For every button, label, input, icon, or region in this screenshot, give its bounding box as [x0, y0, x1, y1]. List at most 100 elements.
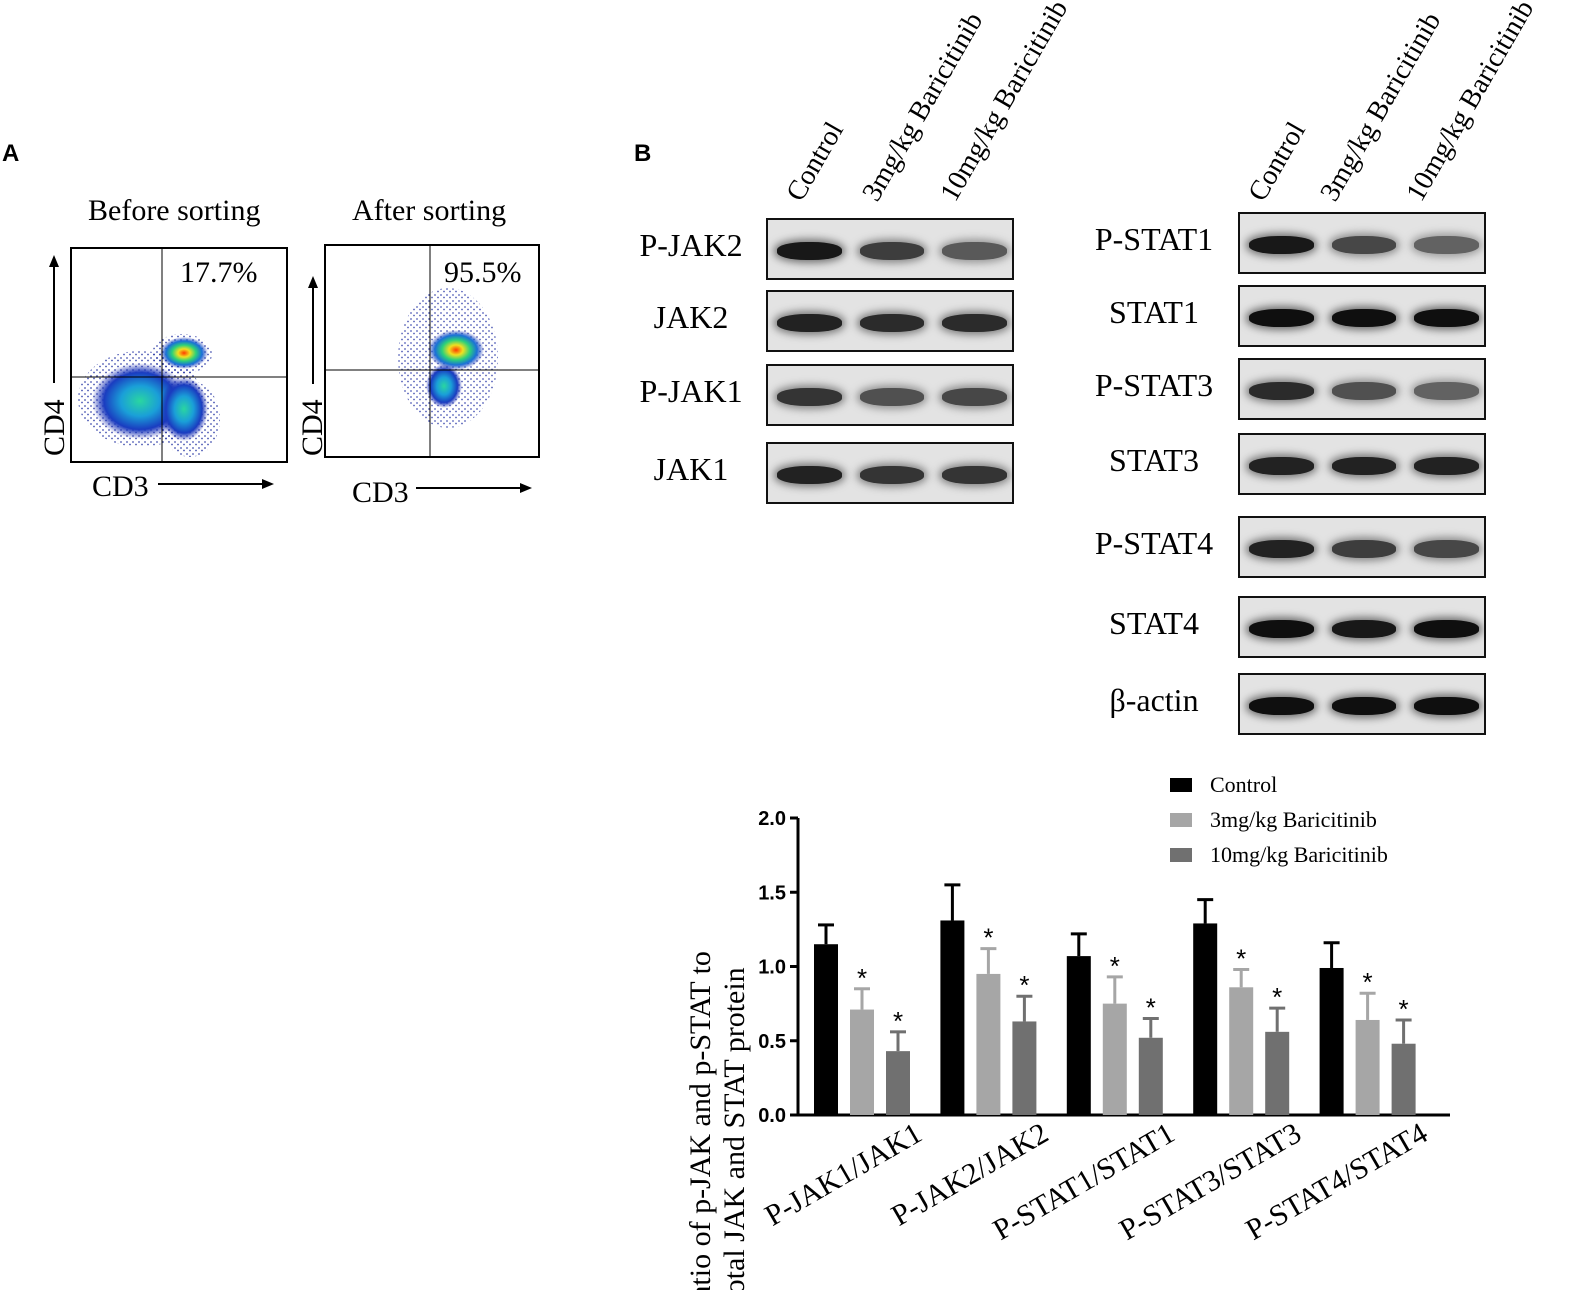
blot-band-right-p-stat3-lane-2: [1331, 382, 1397, 400]
lane-label-left-control: Control: [780, 116, 850, 207]
bar-p-stat4-stat4-3mg-kg-baricitinib: [1355, 1019, 1380, 1115]
blot-strip-right-p-stat3: [1238, 358, 1486, 420]
bar-p-stat4-stat4-10mg-kg-baricitinib: [1391, 1043, 1416, 1115]
blot-band-right-p-stat1-lane-3: [1414, 236, 1479, 254]
blot-strip-right-stat4: [1238, 596, 1486, 658]
legend-swatch-10mg-kg-baricitinib: [1170, 848, 1192, 862]
blot-band-right-actin-lane-2: [1331, 697, 1397, 715]
legend-swatch-3mg-kg-baricitinib: [1170, 813, 1192, 827]
chart-y-tick-label: 1.5: [758, 882, 786, 904]
legend-label-control: Control: [1210, 772, 1277, 797]
before-y-arrow: [49, 255, 59, 383]
after-sorting-title: After sorting: [352, 194, 507, 227]
lane-label-right-control: Control: [1242, 116, 1312, 207]
significance-star-p-stat4-stat4-3mg-kg-baricitinib: *: [1363, 967, 1373, 997]
after-y-arrow: [308, 276, 318, 384]
blot-band-right-stat3-lane-3: [1414, 457, 1479, 475]
bar-p-jak2-jak2-10mg-kg-baricitinib: [1012, 1021, 1037, 1115]
chart-y-tick-label: 0.5: [758, 1031, 786, 1053]
after-y-axis-label: CD4: [296, 399, 329, 456]
before-sorting-title: Before sorting: [88, 194, 261, 227]
blot-band-right-p-stat4-lane-3: [1414, 540, 1479, 558]
blot-strip-right-stat1: [1238, 285, 1486, 347]
chart-ylabel-line1: Ratio of p-JAK and p-STAT to: [684, 951, 717, 1290]
before-density-plot: [72, 249, 286, 461]
blot-strip-left-p-jak2: [766, 218, 1014, 280]
blot-band-right-stat4-lane-1: [1249, 620, 1314, 638]
legend-label-3mg-kg-baricitinib: 3mg/kg Baricitinib: [1210, 807, 1377, 832]
blot-band-left-jak2-lane-2: [859, 314, 925, 332]
before-sorting-plot: [70, 247, 288, 463]
bar-p-jak2-jak2-control: [940, 920, 965, 1115]
legend-label-10mg-kg-baricitinib: 10mg/kg Baricitinib: [1210, 842, 1388, 867]
blot-label-right-p-stat3: P-STAT3: [1094, 367, 1214, 403]
blot-strip-left-jak1: [766, 442, 1014, 504]
chart-y-tick-label: 2.0: [758, 808, 786, 830]
legend-swatch-control: [1170, 778, 1192, 792]
blot-band-left-jak1-lane-2: [859, 466, 925, 484]
blot-label-right-stat4: STAT4: [1109, 605, 1199, 641]
bar-p-stat3-stat3-3mg-kg-baricitinib: [1229, 987, 1254, 1115]
blot-label-left-p-jak1: P-JAK1: [639, 373, 743, 409]
blot-band-right-actin-lane-1: [1249, 697, 1314, 715]
blot-band-left-jak1-lane-3: [942, 466, 1007, 484]
bar-p-stat1-stat1-control: [1066, 956, 1091, 1115]
chart-y-tick-label: 1.0: [758, 957, 786, 979]
blot-band-left-p-jak1-lane-1: [777, 388, 842, 406]
after-density-plot: [326, 246, 538, 456]
blot-label-left-jak1: JAK1: [653, 451, 729, 487]
blot-band-right-p-stat1-lane-1: [1249, 236, 1314, 254]
blot-label-left-jak2: JAK2: [653, 299, 729, 335]
before-x-arrow: [158, 479, 274, 489]
chart-ylabel-line2: total JAK and STAT protein: [718, 967, 751, 1290]
blot-band-right-p-stat1-lane-2: [1331, 236, 1397, 254]
blot-band-right-stat1-lane-1: [1249, 309, 1314, 327]
blot-label-right-stat1: STAT1: [1109, 294, 1199, 330]
blot-label-left-p-jak2: P-JAK2: [639, 227, 743, 263]
significance-star-p-jak2-jak2-10mg-kg-baricitinib: *: [1019, 970, 1029, 1000]
blot-band-left-jak2-lane-1: [777, 314, 842, 332]
bar-p-jak1-jak1-control: [814, 944, 838, 1115]
significance-star-p-jak1-jak1-3mg-kg-baricitinib: *: [857, 963, 867, 993]
blot-label-right-p-stat4: P-STAT4: [1094, 525, 1214, 561]
bar-chart: Ratio of p-JAK and p-STAT to total JAK a…: [684, 772, 1450, 1290]
blot-band-right-p-stat3-lane-1: [1249, 382, 1314, 400]
blot-band-right-stat1-lane-2: [1331, 309, 1397, 327]
bar-p-jak2-jak2-3mg-kg-baricitinib: [976, 973, 1001, 1115]
blot-strip-right-p-stat4: [1238, 516, 1486, 578]
blot-band-left-p-jak1-lane-3: [942, 388, 1007, 406]
blot-label-right-actin: β-actin: [1109, 682, 1199, 718]
blot-band-right-p-stat4-lane-2: [1331, 540, 1397, 558]
bar-p-stat4-stat4-control: [1319, 967, 1344, 1115]
blot-band-left-p-jak2-lane-1: [777, 242, 842, 260]
significance-star-p-stat1-stat1-3mg-kg-baricitinib: *: [1110, 951, 1120, 981]
significance-star-p-stat3-stat3-10mg-kg-baricitinib: *: [1272, 982, 1282, 1012]
after-sorting-plot: [324, 244, 540, 458]
blot-strip-left-p-jak1: [766, 364, 1014, 426]
bar-p-stat1-stat1-3mg-kg-baricitinib: [1102, 1003, 1127, 1115]
before-x-axis-label: CD3: [92, 470, 149, 503]
blot-band-right-actin-lane-3: [1414, 697, 1479, 715]
after-sorting-percent: 95.5%: [444, 256, 522, 289]
blot-band-left-p-jak1-lane-2: [859, 388, 925, 406]
before-sorting-percent: 17.7%: [180, 256, 258, 289]
significance-star-p-stat4-stat4-10mg-kg-baricitinib: *: [1399, 994, 1409, 1024]
significance-star-p-stat1-stat1-10mg-kg-baricitinib: *: [1146, 992, 1156, 1022]
significance-star-p-jak1-jak1-10mg-kg-baricitinib: *: [893, 1006, 903, 1036]
blot-band-left-jak2-lane-3: [942, 314, 1007, 332]
significance-star-p-jak2-jak2-3mg-kg-baricitinib: *: [983, 923, 993, 953]
panel-b-letter: B: [634, 140, 652, 167]
significance-star-p-stat3-stat3-3mg-kg-baricitinib: *: [1236, 943, 1246, 973]
blot-strip-left-jak2: [766, 290, 1014, 352]
blot-band-right-stat4-lane-3: [1414, 620, 1479, 638]
before-y-axis-label: CD4: [38, 399, 71, 456]
after-x-arrow: [416, 483, 532, 493]
blot-band-right-stat4-lane-2: [1331, 620, 1397, 638]
bar-p-stat3-stat3-control: [1193, 923, 1218, 1115]
blot-band-right-stat1-lane-3: [1414, 309, 1479, 327]
blot-label-right-p-stat1: P-STAT1: [1094, 221, 1214, 257]
blot-band-right-p-stat4-lane-1: [1249, 540, 1314, 558]
blot-band-right-p-stat3-lane-3: [1414, 382, 1479, 400]
blot-band-left-jak1-lane-1: [777, 466, 842, 484]
blot-label-right-stat3: STAT3: [1109, 442, 1199, 478]
